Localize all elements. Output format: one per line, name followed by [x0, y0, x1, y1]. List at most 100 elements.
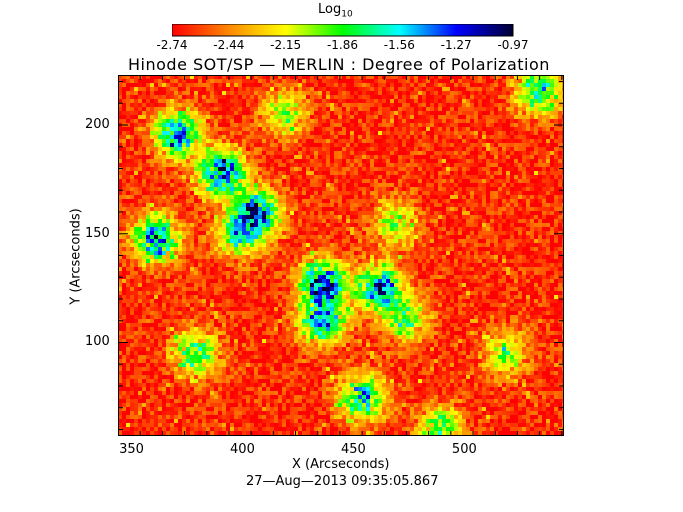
heatmap-cell [246, 191, 250, 195]
heatmap-cell [418, 199, 422, 203]
heatmap-cell [526, 243, 530, 247]
heatmap-cell [510, 103, 514, 107]
heatmap-cell [382, 79, 386, 83]
heatmap-cell [426, 171, 430, 175]
heatmap-cell [274, 123, 278, 127]
heatmap-cell [150, 143, 154, 147]
heatmap-cell [174, 227, 178, 231]
heatmap-cell [482, 151, 486, 155]
heatmap-cell [354, 203, 358, 207]
heatmap-cell [506, 183, 510, 187]
heatmap-cell [506, 151, 510, 155]
heatmap-cell [262, 119, 266, 123]
heatmap-cell [518, 191, 522, 195]
heatmap-cell [254, 99, 258, 103]
heatmap-cell [142, 111, 146, 115]
heatmap-cell [214, 183, 218, 187]
heatmap-cell [462, 183, 466, 187]
heatmap-cell [330, 111, 334, 115]
heatmap-cell [386, 167, 390, 171]
heatmap-cell [486, 95, 490, 99]
heatmap-cell [334, 183, 338, 187]
heatmap-cell [210, 87, 214, 91]
heatmap-cell [162, 103, 166, 107]
heatmap-cell [246, 111, 250, 115]
heatmap-cell [514, 143, 518, 147]
heatmap-cell [534, 163, 538, 167]
heatmap-cell [546, 199, 550, 203]
heatmap-cell [346, 103, 350, 107]
heatmap-cell [338, 131, 342, 135]
heatmap-cell [442, 135, 446, 139]
heatmap-cell [426, 175, 430, 179]
heatmap-cell [386, 111, 390, 115]
heatmap-cell [438, 79, 442, 83]
heatmap-cell [530, 119, 534, 123]
heatmap-cell [330, 251, 334, 255]
heatmap-cell [282, 103, 286, 107]
heatmap-cell [538, 83, 542, 87]
heatmap-cell [126, 235, 130, 239]
heatmap-cell [450, 139, 454, 143]
heatmap-cell [494, 91, 498, 95]
heatmap-cell [166, 235, 170, 239]
heatmap-cell [498, 195, 502, 199]
heatmap-cell [254, 143, 258, 147]
heatmap-cell [382, 163, 386, 167]
heatmap-cell [422, 223, 426, 227]
heatmap-cell [330, 79, 334, 83]
heatmap-cell [414, 187, 418, 191]
heatmap-cell [434, 163, 438, 167]
heatmap-cell [266, 203, 270, 207]
heatmap-cell [202, 187, 206, 191]
heatmap-cell [174, 79, 178, 83]
heatmap-cell [514, 247, 518, 251]
heatmap-cell [418, 231, 422, 235]
heatmap-cell [266, 227, 270, 231]
heatmap-cell [506, 103, 510, 107]
heatmap-cell [506, 163, 510, 167]
heatmap-cell [526, 179, 530, 183]
heatmap-cell [158, 87, 162, 91]
heatmap-cell [406, 203, 410, 207]
heatmap-cell [218, 175, 222, 179]
heatmap-cell [298, 135, 302, 139]
heatmap-cell [458, 187, 462, 191]
heatmap-cell [514, 75, 518, 79]
heatmap-cell [238, 167, 242, 171]
heatmap-cell [458, 103, 462, 107]
heatmap-cell [318, 231, 322, 235]
heatmap-cell [342, 111, 346, 115]
heatmap-cell [150, 211, 154, 215]
heatmap-cell [338, 151, 342, 155]
heatmap-cell [550, 139, 554, 143]
heatmap-cell [294, 111, 298, 115]
heatmap-cell [446, 207, 450, 211]
heatmap-cell [402, 119, 406, 123]
heatmap-cell [542, 147, 546, 151]
heatmap-cell [194, 119, 198, 123]
heatmap-cell [426, 87, 430, 91]
heatmap-cell [362, 179, 366, 183]
heatmap-cell [282, 247, 286, 251]
heatmap-cell [274, 211, 278, 215]
heatmap-cell [250, 111, 254, 115]
heatmap-cell [506, 187, 510, 191]
heatmap-cell [386, 191, 390, 195]
heatmap-cell [162, 127, 166, 131]
heatmap-cell [498, 143, 502, 147]
heatmap-cell [146, 251, 150, 255]
heatmap-cell [522, 175, 526, 179]
heatmap-cell [430, 195, 434, 199]
heatmap-cell [266, 135, 270, 139]
heatmap-cell [162, 243, 166, 247]
heatmap-cell [194, 75, 198, 79]
heatmap-cell [178, 115, 182, 119]
heatmap-cell [522, 199, 526, 203]
heatmap-cell [166, 183, 170, 187]
heatmap-cell [246, 75, 250, 79]
heatmap-cell [330, 187, 334, 191]
heatmap-cell [334, 195, 338, 199]
heatmap-cell [138, 203, 142, 207]
heatmap-cell [478, 191, 482, 195]
